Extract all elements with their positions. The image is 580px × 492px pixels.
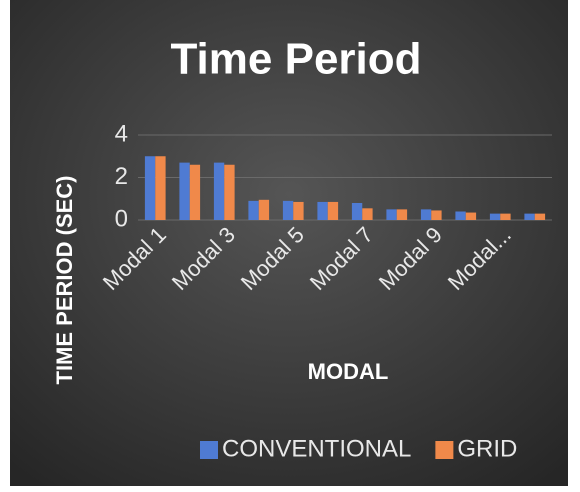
x-axis-title: MODAL [308,359,389,384]
bar [282,200,294,220]
bar [189,164,201,220]
bar [224,164,235,220]
bar [420,209,432,220]
bar [524,213,535,220]
y-tick-label: 0 [115,205,128,232]
legend-swatch [435,441,454,459]
bar [327,201,339,220]
y-tick-label: 2 [115,163,128,190]
bar [489,213,501,220]
legend-swatch [200,441,218,459]
bar [248,200,259,220]
chart-title: Time Period [170,35,421,84]
bar [351,203,363,220]
bar [155,156,166,220]
bar [396,209,408,220]
bar [534,213,546,220]
y-axis-title: TIME PERIOD (SEC) [52,175,77,384]
bar [455,211,466,220]
y-tick-label: 4 [115,120,128,147]
bar [213,162,225,220]
legend-label: GRID [457,435,517,462]
bar [431,210,442,220]
bar [144,156,156,220]
bar [293,201,304,220]
bar [362,208,373,220]
bar [386,209,397,220]
bar [317,201,328,220]
bar [179,162,190,220]
chart-background [10,0,568,486]
bar [258,199,270,220]
bar [465,212,477,220]
bar [500,213,511,220]
legend-label: CONVENTIONAL [222,435,411,462]
